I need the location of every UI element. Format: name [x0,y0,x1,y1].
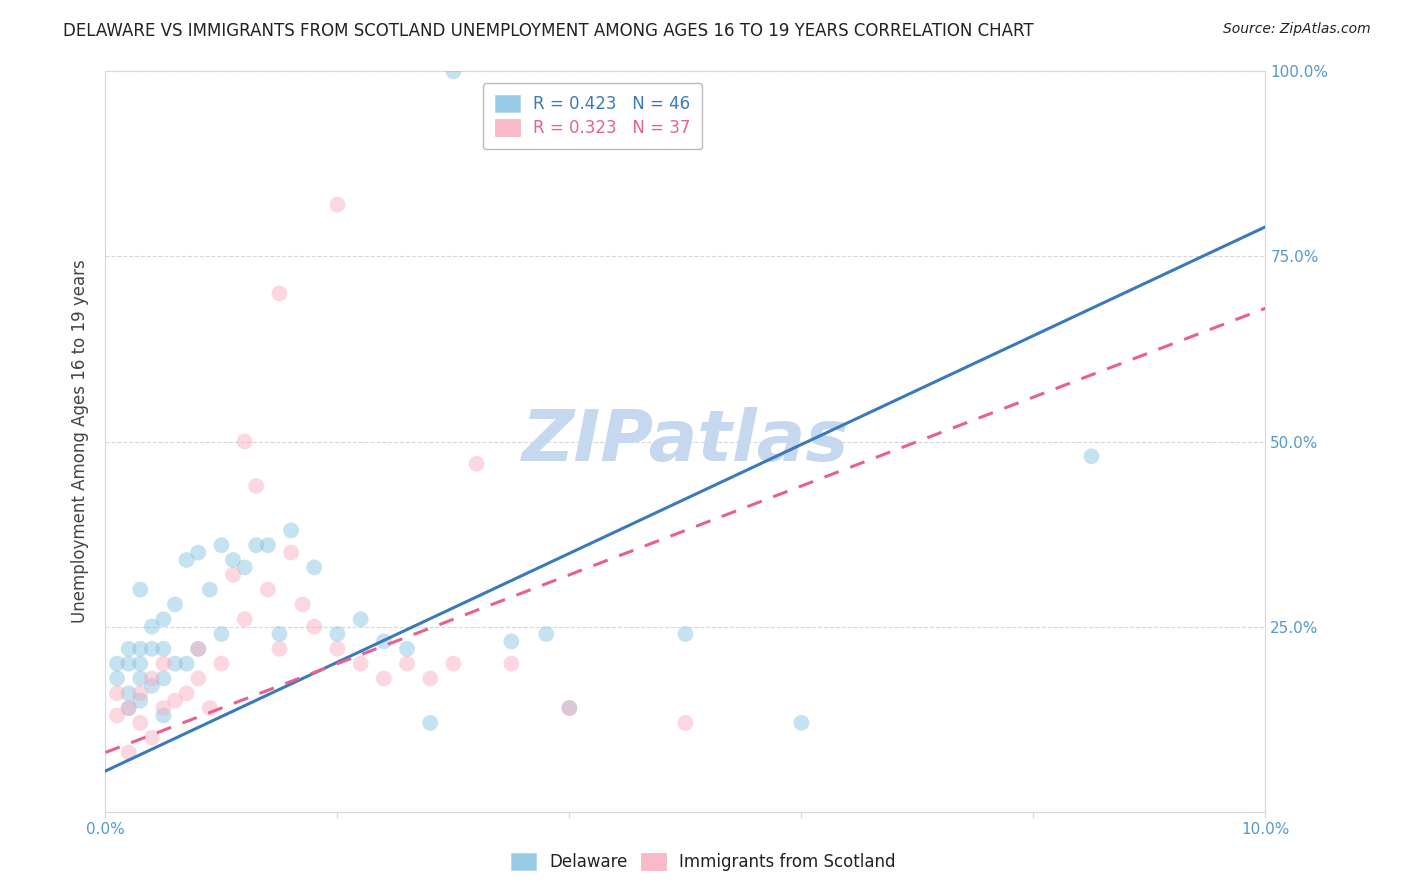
Point [187,546,209,560]
Point [141,619,163,633]
Point [152,612,174,626]
Point [245,479,267,493]
Point [141,679,163,693]
Point [152,708,174,723]
Point [118,746,141,760]
Point [211,538,233,552]
Text: Source: ZipAtlas.com: Source: ZipAtlas.com [1223,22,1371,37]
Point [269,641,291,656]
Point [558,701,581,715]
Point [245,538,267,552]
Point [129,582,152,597]
Point [304,619,326,633]
Point [441,657,464,671]
Point [211,627,233,641]
Point [222,553,245,567]
Point [176,553,198,567]
Point [501,634,523,648]
Point [222,567,245,582]
Point [790,715,813,730]
Point [257,538,280,552]
Point [441,64,464,78]
Point [152,701,174,715]
Point [349,612,371,626]
Point [152,641,174,656]
Point [105,708,128,723]
Point [269,286,291,301]
Point [280,524,302,538]
Point [118,701,141,715]
Point [129,641,152,656]
Point [176,657,198,671]
Point [326,627,349,641]
Point [129,672,152,686]
Point [141,641,163,656]
Point [465,457,488,471]
Point [304,560,326,574]
Point [187,672,209,686]
Point [176,686,198,700]
Point [419,672,441,686]
Point [187,641,209,656]
Point [211,657,233,671]
Text: DELAWARE VS IMMIGRANTS FROM SCOTLAND UNEMPLOYMENT AMONG AGES 16 TO 19 YEARS CORR: DELAWARE VS IMMIGRANTS FROM SCOTLAND UNE… [63,22,1033,40]
Point [233,560,256,574]
Point [141,672,163,686]
Point [118,641,141,656]
Point [419,715,441,730]
Legend: Delaware, Immigrants from Scotland: Delaware, Immigrants from Scotland [502,845,904,880]
Point [105,657,128,671]
Point [152,657,174,671]
Point [349,657,371,671]
Point [129,657,152,671]
Point [257,582,280,597]
Y-axis label: Unemployment Among Ages 16 to 19 years: Unemployment Among Ages 16 to 19 years [72,260,90,624]
Point [187,641,209,656]
Point [198,701,221,715]
Point [373,634,395,648]
Point [326,197,349,211]
Point [152,672,174,686]
Point [129,694,152,708]
Point [165,598,187,612]
Point [396,641,419,656]
Point [326,641,349,656]
Point [129,686,152,700]
Point [280,546,302,560]
Text: ZIPatlas: ZIPatlas [522,407,849,476]
Point [675,627,697,641]
Point [198,582,221,597]
Point [396,657,419,671]
Point [1080,450,1102,464]
Legend: R = 0.423   N = 46, R = 0.323   N = 37: R = 0.423 N = 46, R = 0.323 N = 37 [484,83,702,149]
Point [269,627,291,641]
Point [675,715,697,730]
Point [233,612,256,626]
Point [558,701,581,715]
Point [129,715,152,730]
Point [501,657,523,671]
Point [118,657,141,671]
Point [118,686,141,700]
Point [118,701,141,715]
Point [165,694,187,708]
Point [105,686,128,700]
Point [233,434,256,449]
Point [534,627,557,641]
Point [165,657,187,671]
Point [141,731,163,745]
Point [291,598,314,612]
Point [105,672,128,686]
Point [373,672,395,686]
